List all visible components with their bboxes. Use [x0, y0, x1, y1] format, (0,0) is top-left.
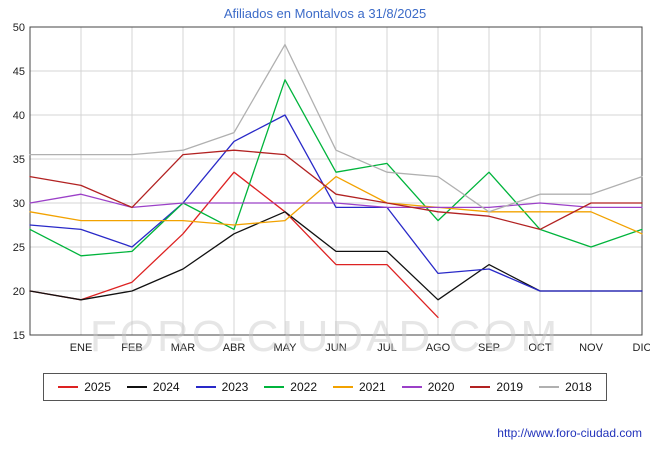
svg-text:DIC: DIC	[633, 342, 650, 354]
legend-swatch	[58, 386, 79, 388]
svg-text:40: 40	[13, 110, 25, 122]
legend-item-2020: 2020	[401, 380, 455, 394]
legend-swatch	[126, 386, 147, 388]
svg-text:15: 15	[13, 330, 25, 342]
legend-item-2018: 2018	[539, 380, 592, 394]
legend-item-2021: 2021	[333, 380, 386, 394]
legend-label: 2018	[565, 380, 592, 394]
svg-text:ABR: ABR	[223, 342, 246, 354]
legend-item-2024: 2024	[126, 380, 180, 394]
svg-text:45: 45	[13, 66, 25, 78]
legend-label: 2022	[290, 380, 317, 394]
svg-text:MAR: MAR	[171, 342, 196, 354]
svg-text:FEB: FEB	[121, 342, 142, 354]
legend-item-2022: 2022	[264, 380, 317, 394]
legend-label: 2025	[84, 380, 111, 394]
legend-swatch	[333, 386, 353, 388]
footer: http://www.foro-ciudad.com	[497, 426, 642, 440]
svg-text:ENE: ENE	[70, 342, 93, 354]
legend: 2025 2024 2023 2022 2021 2020 2019 2018	[43, 373, 607, 401]
svg-text:35: 35	[13, 154, 25, 166]
legend-item-2023: 2023	[195, 380, 249, 394]
svg-text:SEP: SEP	[478, 342, 500, 354]
line-chart: 15 20 25 30 35 40 45 50 ENE FEB MAR ABR MAY JUN JUL AGO…	[13, 22, 650, 354]
legend-label: 2020	[427, 380, 455, 394]
legend-label: 2019	[496, 380, 524, 394]
svg-text:50: 50	[13, 22, 25, 34]
legend-swatch	[470, 386, 491, 388]
svg-text:30: 30	[13, 198, 25, 210]
legend-label: 2024	[152, 380, 180, 394]
svg-text:MAY: MAY	[273, 342, 297, 354]
svg-text:JUN: JUN	[325, 342, 346, 354]
svg-text:AGO: AGO	[426, 342, 451, 354]
legend-item-2025: 2025	[58, 380, 111, 394]
legend-label: 2021	[359, 380, 386, 394]
svg-text:NOV: NOV	[579, 342, 604, 354]
legend-item-2019: 2019	[470, 380, 523, 394]
svg-text:20: 20	[13, 286, 25, 298]
legend-swatch	[401, 386, 422, 388]
chart-title: Afiliados en Montalvos a 31/8/2025	[223, 6, 427, 21]
svg-text:25: 25	[13, 242, 25, 254]
svg-text:OCT: OCT	[528, 342, 552, 354]
legend-swatch	[539, 386, 560, 388]
svg-text:JUL: JUL	[377, 342, 397, 354]
footer-link[interactable]: http://www.foro-ciudad.com	[497, 426, 642, 440]
legend-label: 2023	[221, 380, 249, 394]
legend-swatch	[195, 386, 216, 388]
legend-swatch	[264, 386, 285, 388]
